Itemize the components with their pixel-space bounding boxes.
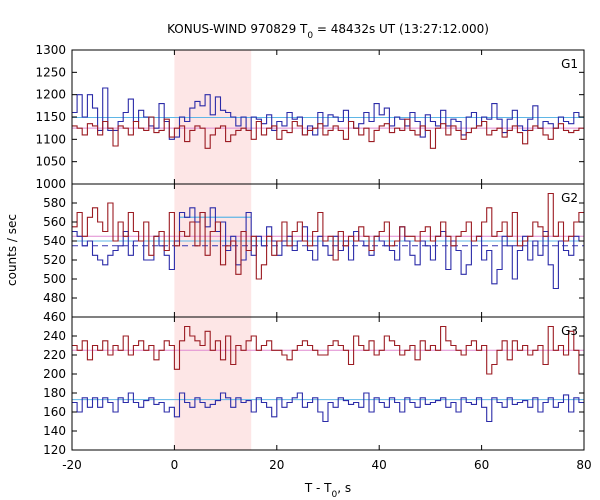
panel-g1-series-1 bbox=[72, 116, 584, 149]
x-axis-label: T - T0, s bbox=[304, 481, 351, 500]
panel-g3-y-tick-label: 240 bbox=[43, 329, 66, 343]
highlight-band bbox=[174, 50, 252, 450]
panel-g2-label: G2 bbox=[561, 191, 578, 205]
panel-g3-y-tick-label: 200 bbox=[43, 367, 66, 381]
panel-g2-y-tick-label: 500 bbox=[43, 272, 66, 286]
panel-g1-y-tick-label: 1200 bbox=[35, 88, 66, 102]
panel-g3-y-tick-label: 180 bbox=[43, 386, 66, 400]
x-tick-label: 60 bbox=[474, 458, 489, 472]
panel-g1-y-tick-label: 1050 bbox=[35, 155, 66, 169]
panel-g1-y-tick-label: 1100 bbox=[35, 132, 66, 146]
panel-g2-y-tick-label: 480 bbox=[43, 291, 66, 305]
panel-g2-y-tick-label: 520 bbox=[43, 253, 66, 267]
x-axis-label-subscript: 0 bbox=[332, 490, 338, 500]
panel-g3-y-tick-label: 220 bbox=[43, 348, 66, 362]
panel-g2-series-0 bbox=[72, 207, 584, 290]
panel-g2-y-tick-label: 560 bbox=[43, 215, 66, 229]
panel-g2-series-1 bbox=[72, 192, 584, 280]
panel-g3-y-tick-label: 160 bbox=[43, 405, 66, 419]
panel-g2-y-tick-label: 540 bbox=[43, 234, 66, 248]
x-tick-label: 0 bbox=[171, 458, 179, 472]
panel-g3-series-0 bbox=[72, 392, 584, 423]
chart-title: KONUS-WIND 970829 T0 = 48432s UT (13:27:… bbox=[167, 22, 489, 41]
panel-g1-y-tick-label: 1250 bbox=[35, 65, 66, 79]
panel-g3-frame bbox=[71, 316, 585, 451]
panel-g3-series-1 bbox=[72, 325, 584, 375]
panel-g3-label: G3 bbox=[561, 324, 578, 338]
panel-g1-series-0 bbox=[72, 87, 584, 140]
panel-g2-y-tick-label: 460 bbox=[43, 310, 66, 324]
panel-g1-y-tick-label: 1000 bbox=[35, 177, 66, 191]
x-tick-label: 20 bbox=[269, 458, 284, 472]
panel-g1-y-tick-label: 1300 bbox=[35, 43, 66, 57]
x-tick-label: 40 bbox=[372, 458, 387, 472]
x-tick-label: 80 bbox=[576, 458, 591, 472]
y-axis-label: counts / sec bbox=[5, 214, 19, 286]
panel-g3-y-tick-label: 120 bbox=[43, 443, 66, 457]
x-tick-label: -20 bbox=[62, 458, 82, 472]
panel-g3-y-tick-label: 140 bbox=[43, 424, 66, 438]
panel-g1-y-tick-label: 1150 bbox=[35, 110, 66, 124]
panel-g2-y-tick-label: 580 bbox=[43, 196, 66, 210]
panel-g1-label: G1 bbox=[561, 57, 578, 71]
title-subscript: 0 bbox=[307, 31, 313, 41]
